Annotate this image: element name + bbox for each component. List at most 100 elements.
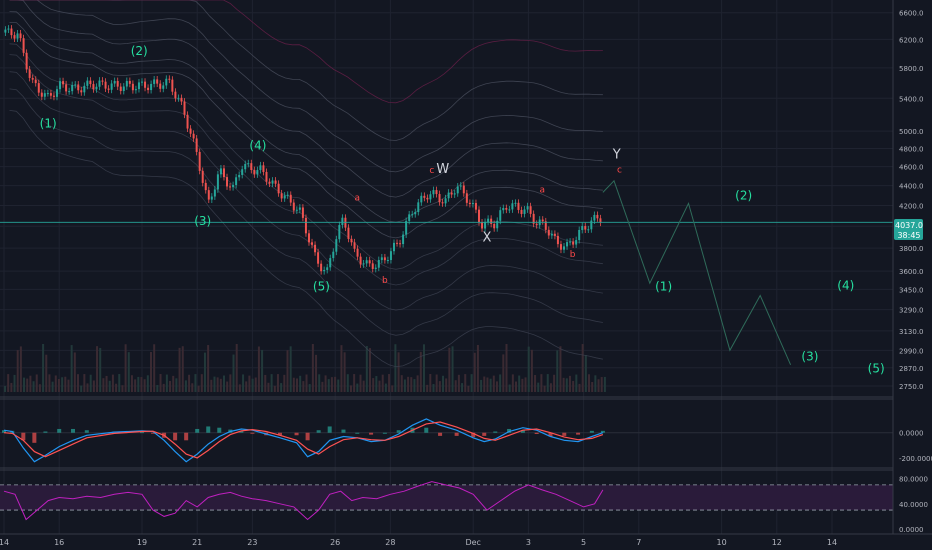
last-price-box: [894, 219, 923, 240]
wave-label: (2): [131, 44, 148, 58]
candle-body: [569, 241, 572, 243]
volume-bar: [543, 385, 546, 392]
candle-body: [137, 82, 140, 90]
volume-bar: [448, 347, 451, 392]
volume-bar: [197, 385, 200, 392]
volume-bar: [19, 346, 22, 392]
price-axis-tick: 4600.0: [899, 164, 924, 172]
volume-bar: [591, 381, 594, 392]
candle-body: [383, 257, 386, 261]
candle-body: [523, 209, 526, 214]
volume-bar: [568, 375, 571, 392]
volume-bar: [257, 346, 260, 392]
candle-body: [575, 240, 578, 245]
volume-bar: [159, 374, 162, 392]
volume-bar: [527, 346, 530, 392]
candle-body: [599, 218, 602, 223]
volume-bar: [426, 384, 429, 392]
candle-body: [219, 168, 222, 175]
volume-bar: [137, 376, 140, 392]
candle-body: [86, 80, 89, 86]
candle-body: [584, 226, 587, 230]
time-axis[interactable]: 14 16 19 21 23 26 28 Dec 3 5 7 10 12 14: [0, 538, 837, 547]
volume-bar: [400, 375, 403, 392]
wave-label: c: [617, 165, 622, 175]
candle-body: [311, 242, 314, 245]
candle-body: [92, 84, 95, 90]
candle-body: [162, 85, 165, 89]
candle-body: [128, 80, 131, 84]
volume-bar: [384, 383, 387, 392]
candle-body: [31, 77, 34, 80]
volume-bar: [35, 374, 38, 392]
time-axis-tick: 5: [581, 538, 586, 547]
rsi-axis-tick: 40.0000: [899, 501, 928, 509]
volume-bar: [121, 385, 124, 392]
candle-body: [392, 242, 395, 252]
candle-body: [320, 263, 323, 272]
candle-body: [423, 195, 426, 198]
volume-layer: [4, 344, 606, 392]
candle-body: [238, 174, 241, 178]
candle-body: [335, 239, 338, 252]
volume-bar: [489, 378, 492, 392]
wave-label: (3): [194, 214, 211, 228]
volume-bar: [327, 379, 330, 392]
candle-body: [213, 189, 216, 197]
candle-body: [201, 170, 204, 183]
candle-body: [502, 207, 505, 211]
volume-bar: [584, 355, 587, 392]
volume-bar: [534, 375, 537, 392]
rsi-panel[interactable]: [0, 481, 893, 521]
volume-bar: [223, 375, 226, 392]
price-axis-tick: 3800.0: [899, 245, 924, 253]
volume-bar: [188, 374, 191, 392]
ma-ribbon-line: [9, 11, 603, 223]
candle-body: [247, 163, 250, 165]
macd-panel[interactable]: [0, 418, 893, 463]
volume-bar: [267, 382, 270, 392]
macd-axis-tick: -200.0000: [899, 455, 932, 463]
wave-label: a: [539, 185, 545, 195]
candle-body: [365, 260, 368, 264]
volume-bar: [381, 374, 384, 392]
candle-body: [34, 79, 37, 84]
candle-body: [556, 235, 559, 245]
volume-bar: [16, 350, 19, 392]
candle-body: [101, 80, 104, 82]
candle-countdown: 38:45: [897, 231, 920, 240]
volume-bar: [99, 347, 102, 392]
candle-body: [402, 234, 405, 245]
volume-bar: [108, 380, 111, 392]
macd-histogram-bar: [369, 432, 374, 435]
candle-body: [468, 202, 471, 205]
candle-body: [338, 225, 341, 240]
price-axis[interactable]: 6600.0 6200.0 5800.0 5400.0 5000.0 4800.0 4600…: [899, 10, 932, 534]
volume-bar: [495, 381, 498, 392]
macd-histogram-bar: [482, 432, 487, 436]
candle-body: [547, 229, 550, 236]
candle-body: [150, 83, 153, 91]
candle-body: [541, 219, 544, 222]
volume-bar: [10, 382, 13, 392]
candle-body: [289, 194, 292, 203]
volume-bar: [521, 378, 524, 392]
candle-body: [171, 79, 174, 92]
candle-body: [183, 101, 186, 115]
candle-body: [271, 180, 274, 184]
candle-body: [520, 209, 523, 214]
volume-bar: [130, 375, 133, 392]
price-layer: [0, 25, 893, 275]
volume-bar: [238, 384, 241, 392]
candle-body: [19, 33, 22, 39]
candle-body: [52, 95, 55, 97]
volume-bar: [546, 374, 549, 392]
volume-bar: [530, 349, 533, 392]
volume-bar: [438, 381, 441, 392]
wave-label: X: [483, 230, 492, 245]
candle-body: [295, 209, 298, 211]
volume-bar: [181, 346, 184, 392]
volume-bar: [216, 377, 219, 392]
volume-bar: [165, 374, 168, 392]
